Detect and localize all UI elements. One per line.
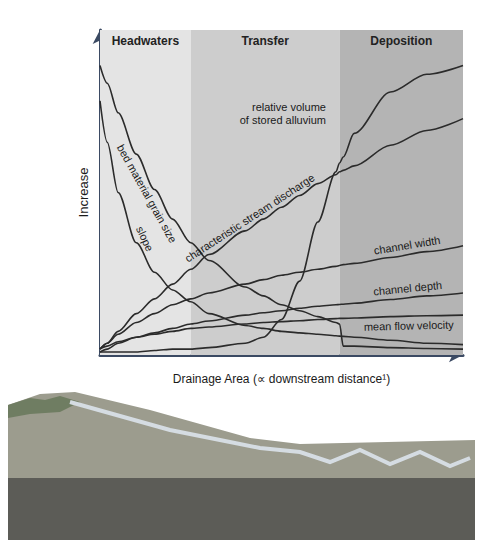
svg-text:channel width: channel width <box>373 234 441 257</box>
svg-text:Transfer: Transfer <box>241 34 289 48</box>
svg-text:channel depth: channel depth <box>373 279 443 298</box>
svg-text:characteristic stream discharg: characteristic stream discharge <box>183 171 317 264</box>
svg-text:of stored alluvium: of stored alluvium <box>240 114 326 126</box>
svg-text:Headwaters: Headwaters <box>112 34 180 48</box>
svg-text:Drainage Area (∝ downstream di: Drainage Area (∝ downstream distance¹) <box>173 372 390 386</box>
svg-text:Deposition: Deposition <box>370 34 432 48</box>
svg-text:Increase: Increase <box>76 168 91 218</box>
svg-text:relative volume: relative volume <box>252 101 326 113</box>
svg-text:slope: slope <box>134 224 156 253</box>
svg-text:mean flow velocity: mean flow velocity <box>364 319 455 333</box>
svg-text:bed material grain size: bed material grain size <box>114 142 180 245</box>
